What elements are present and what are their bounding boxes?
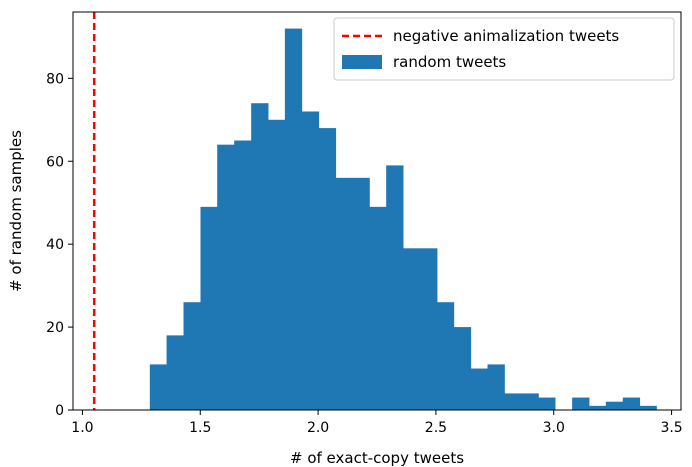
y-tick-label: 40	[46, 237, 64, 253]
histogram-bar	[622, 397, 641, 410]
histogram-bar	[217, 144, 235, 411]
histogram-bar	[183, 302, 201, 410]
histogram-bar	[436, 302, 455, 410]
plot-frame	[72, 11, 682, 411]
histogram-bar	[166, 335, 184, 411]
histogram-bars	[149, 28, 657, 411]
y-tick-label: 80	[46, 71, 64, 87]
histogram-bar	[588, 405, 607, 410]
legend: negative animalization tweets random twe…	[333, 17, 675, 81]
histogram-bar	[453, 327, 472, 410]
y-tick-label: 60	[46, 154, 64, 170]
histogram-bar	[301, 111, 320, 410]
legend-entry-random: random tweets	[393, 53, 506, 71]
y-tick-label: 20	[46, 320, 64, 336]
x-tick-label: 3.0	[543, 420, 565, 436]
histogram-bar	[234, 140, 252, 410]
x-tick-label: 2.5	[425, 420, 447, 436]
histogram-bar	[504, 393, 522, 410]
histogram-bar	[572, 397, 590, 410]
histogram-bar	[369, 206, 387, 410]
histogram-bar	[318, 128, 337, 410]
histogram-bar	[267, 119, 286, 410]
histogram-bar	[149, 364, 168, 410]
histogram-bar	[420, 248, 438, 410]
histogram-bar	[386, 165, 404, 410]
histogram-bar	[335, 177, 353, 410]
histogram-bar	[487, 364, 505, 410]
x-tick-label: 2.0	[307, 420, 329, 436]
histogram-bar	[605, 401, 624, 410]
histogram-bar	[639, 405, 657, 410]
y-tick-label: 0	[55, 403, 64, 419]
x-tick-label: 1.5	[189, 420, 211, 436]
legend-entry-reference: negative animalization tweets	[393, 27, 619, 45]
histogram-bar	[521, 393, 539, 410]
x-tick-label: 1.0	[71, 420, 93, 436]
x-tick-label: 3.5	[660, 420, 682, 436]
histogram-bar	[470, 368, 489, 410]
x-axis-ticks: 1.0 1.5 2.0 2.5 3.0 3.5	[71, 410, 683, 436]
y-axis-ticks: 0 20 40 60 80	[46, 71, 73, 419]
y-axis-label: # of random samples	[7, 130, 25, 292]
legend-box	[333, 17, 675, 81]
histogram-bar	[284, 28, 303, 411]
histogram-bar	[403, 248, 421, 410]
histogram-bar	[251, 103, 269, 411]
legend-swatch-random	[342, 55, 382, 69]
histogram-bar	[352, 177, 370, 410]
x-axis-label: # of exact-copy tweets	[290, 449, 464, 467]
histogram-bar	[200, 206, 218, 410]
histogram-bar	[538, 397, 556, 410]
